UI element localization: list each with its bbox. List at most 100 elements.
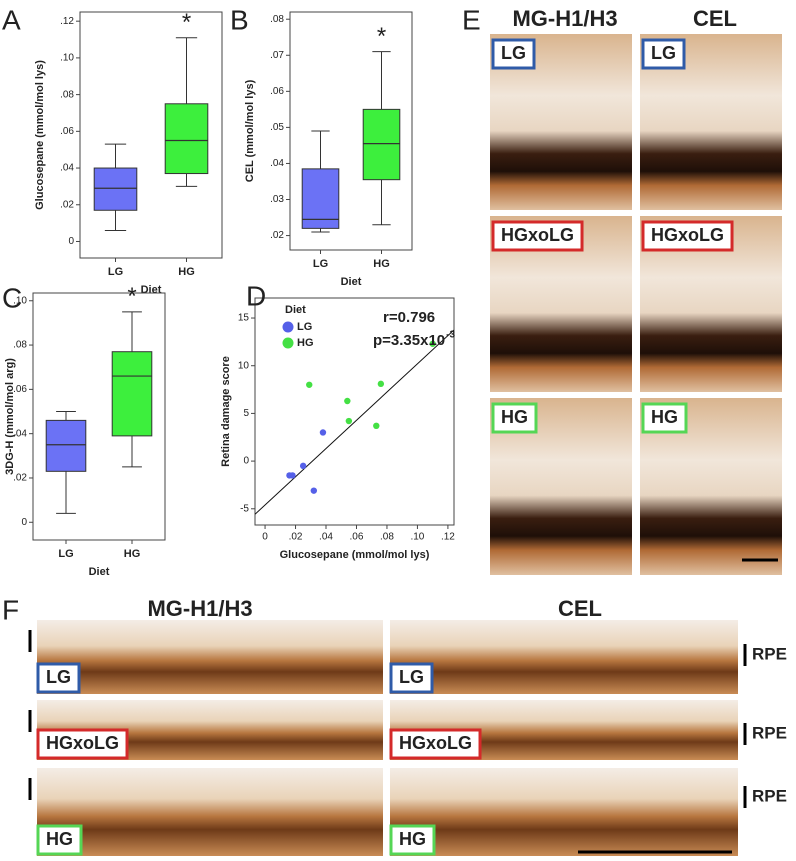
y-tick-label: 10 — [238, 360, 250, 371]
column-heading: CEL — [558, 596, 602, 621]
box — [164, 103, 209, 175]
panel-letter: F — [2, 594, 19, 625]
x-axis-label: Glucosepane (mmol/mol lys) — [280, 549, 430, 561]
x-tick-label: .02 — [289, 532, 303, 543]
micrograph — [390, 620, 738, 694]
image-label-box — [36, 824, 83, 856]
panel-letter: E — [462, 4, 481, 35]
box — [362, 108, 401, 181]
data-point — [377, 380, 385, 388]
y-tick-label: .03 — [270, 194, 284, 205]
y-tick-label: .06 — [270, 86, 284, 97]
fit-line — [255, 329, 454, 515]
data-point — [373, 422, 380, 430]
column-heading: MG-H1/H3 — [147, 596, 252, 621]
side-label: RPE — [752, 644, 787, 663]
data-point — [345, 417, 353, 425]
y-tick-label: .08 — [60, 89, 74, 100]
image-label-box — [641, 402, 688, 434]
panel-letter: B — [230, 4, 249, 35]
side-label: RPE — [752, 786, 787, 805]
x-tick-label: .08 — [380, 532, 394, 543]
y-tick-label: .02 — [270, 230, 284, 241]
y-tick-label: .04 — [13, 428, 27, 439]
y-tick-label: .04 — [270, 158, 284, 169]
image-label-box — [389, 662, 434, 694]
y-tick-label: .05 — [270, 122, 284, 133]
image-label: LG — [501, 43, 526, 63]
image-label: LG — [399, 667, 424, 687]
legend-label: LG — [297, 321, 312, 333]
y-tick-label: .02 — [60, 199, 74, 210]
significance-star: * — [377, 23, 386, 50]
image-label-box — [491, 38, 536, 70]
x-tick-label: .06 — [350, 532, 364, 543]
image-label: LG — [46, 667, 71, 687]
annotation: p=3.35x10 — [373, 332, 445, 349]
image-label: HGxoLG — [651, 225, 724, 245]
image-label-box — [389, 728, 482, 760]
image-label-box — [641, 220, 734, 252]
y-tick-label: .06 — [60, 126, 74, 137]
data-point — [306, 381, 313, 388]
legend-title: Diet — [285, 304, 306, 316]
data-point — [344, 397, 351, 405]
micrograph — [390, 768, 738, 856]
x-axis-label: Diet — [341, 276, 362, 288]
significance-star: * — [127, 283, 136, 310]
legend-label: HG — [297, 337, 314, 349]
box — [301, 168, 340, 229]
x-tick-label: .04 — [319, 532, 333, 543]
image-label-box — [389, 824, 436, 856]
panel-letter: D — [246, 280, 266, 311]
y-tick-label: .10 — [60, 53, 74, 64]
image-label: HG — [651, 407, 678, 427]
image-label-box — [36, 728, 129, 760]
box — [45, 419, 87, 472]
image-label-box — [36, 662, 81, 694]
x-tick-label: HG — [178, 266, 195, 278]
data-point — [319, 429, 327, 436]
data-point — [429, 340, 436, 347]
annotation-superscript: -3 — [446, 330, 455, 341]
y-tick-label: .07 — [270, 50, 284, 61]
x-tick-label: LG — [313, 258, 328, 270]
data-point — [289, 472, 296, 479]
image-label: HGxoLG — [46, 733, 119, 753]
image-label-box — [491, 402, 538, 434]
y-tick-label: -5 — [240, 503, 249, 514]
y-tick-label: .08 — [13, 340, 27, 351]
x-tick-label: HG — [373, 258, 390, 270]
y-axis-label: Glucosepane (mmol/mol lys) — [34, 60, 46, 210]
plot-frame — [254, 297, 455, 526]
y-tick-label: .12 — [60, 16, 74, 27]
micrograph — [37, 768, 383, 856]
micrograph — [37, 620, 383, 694]
y-tick-label: .02 — [13, 473, 27, 484]
annotation: r=0.796 — [383, 309, 435, 326]
x-axis-label: Diet — [89, 566, 110, 578]
x-axis-label: Diet — [141, 284, 162, 296]
x-tick-label: HG — [124, 548, 141, 560]
image-label: HGxoLG — [501, 225, 574, 245]
y-axis-label: Retina damage score — [220, 356, 232, 467]
y-tick-label: .04 — [60, 163, 74, 174]
y-tick-label: .08 — [270, 14, 284, 25]
y-tick-label: .06 — [13, 384, 27, 395]
significance-star: * — [182, 9, 191, 36]
image-label: HG — [501, 407, 528, 427]
y-tick-label: .10 — [13, 295, 27, 306]
x-tick-label: 0 — [262, 532, 268, 543]
column-heading: MG-H1/H3 — [512, 6, 617, 31]
y-axis-label: CEL (mmol/mol lys) — [244, 79, 256, 182]
image-label: HG — [399, 829, 426, 849]
x-tick-label: .12 — [441, 532, 455, 543]
y-axis-label: 3DG-H (mmol/mol arg) — [4, 358, 16, 475]
y-tick-label: 0 — [21, 517, 27, 528]
box — [93, 167, 138, 211]
panel-letter: C — [2, 282, 22, 313]
plot-frame — [289, 11, 413, 251]
image-label: LG — [651, 43, 676, 63]
box — [111, 351, 153, 437]
image-label-box — [641, 38, 686, 70]
